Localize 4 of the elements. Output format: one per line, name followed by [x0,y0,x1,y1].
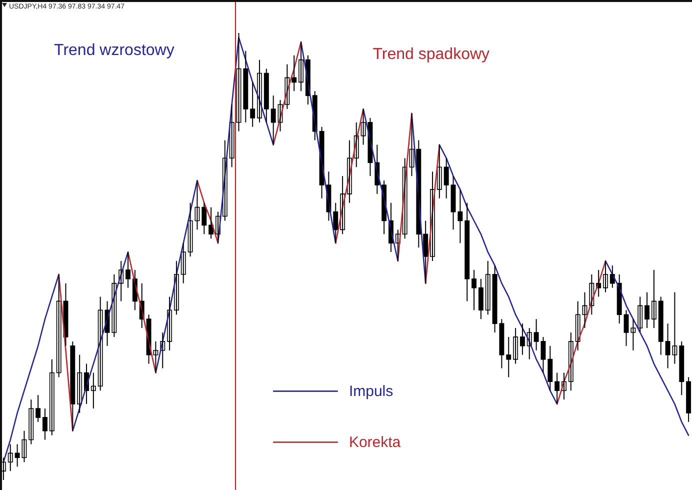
annotation: Trend spadkowy [372,46,490,63]
legend-label: Korekta [348,434,402,452]
legend-label: Impuls [348,383,394,400]
annotation: Trend wzrostowy [54,42,174,59]
